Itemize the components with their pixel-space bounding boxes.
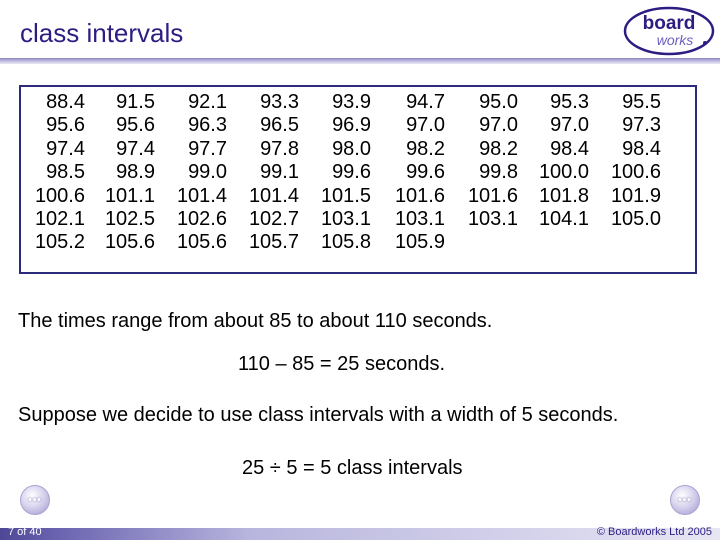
- data-cell: 103.1: [320, 207, 371, 230]
- data-cell: 98.5: [46, 161, 85, 184]
- data-column: 95.3 97.0 98.4 100.0 101.8 104.1: [521, 91, 589, 231]
- data-cell: 98.9: [116, 161, 155, 184]
- data-cell: 105.6: [104, 231, 155, 254]
- data-cell: 93.3: [260, 91, 299, 113]
- data-cell: 98.2: [406, 137, 445, 160]
- data-cell: 101.6: [394, 184, 445, 207]
- data-cell: 95.6: [46, 114, 85, 137]
- data-table: 88.4 95.6 97.4 98.5 100.6 102.1 105.2 91.5 95.6 9…: [19, 85, 697, 274]
- data-cell: 103.1: [394, 207, 445, 230]
- data-column: 95.0 97.0 98.2 99.8 101.6 103.1: [450, 91, 518, 231]
- previous-slide-button[interactable]: •••: [20, 485, 50, 515]
- data-cell: 91.5: [116, 91, 155, 113]
- data-cell: 105.7: [248, 231, 299, 254]
- data-cell: 97.4: [116, 137, 155, 160]
- slide-number: 7 of 40: [8, 526, 42, 538]
- data-cell: 101.5: [320, 184, 371, 207]
- data-cell: 97.3: [622, 114, 661, 137]
- data-cell: 97.0: [479, 114, 518, 137]
- data-cell: 101.1: [104, 184, 155, 207]
- data-cell: 101.4: [248, 184, 299, 207]
- data-cell: 88.4: [46, 91, 85, 113]
- suppose-text: Suppose we decide to use class intervals…: [18, 404, 619, 426]
- data-cell: 103.1: [467, 207, 518, 230]
- data-cell: 105.0: [610, 207, 661, 230]
- data-cell: 95.0: [479, 91, 518, 113]
- data-cell: 99.6: [332, 161, 371, 184]
- data-cell: 105.6: [176, 231, 227, 254]
- data-cell: 105.2: [34, 231, 85, 254]
- data-cell: 98.4: [550, 137, 589, 160]
- data-cell: 105.8: [320, 231, 371, 254]
- data-cell: 94.7: [406, 91, 445, 113]
- data-cell: 101.4: [176, 184, 227, 207]
- data-cell: 96.5: [260, 114, 299, 137]
- data-cell: 97.0: [550, 114, 589, 137]
- data-cell: 95.3: [550, 91, 589, 113]
- data-cell: 98.2: [479, 137, 518, 160]
- division-text: 25 ÷ 5 = 5 class intervals: [242, 457, 463, 479]
- data-cell: 99.0: [188, 161, 227, 184]
- data-cell: 99.1: [260, 161, 299, 184]
- data-cell: 99.8: [479, 161, 518, 184]
- boardworks-logo: board works: [623, 5, 715, 57]
- data-cell: 97.4: [46, 137, 85, 160]
- data-cell: 101.9: [610, 184, 661, 207]
- footer-bar: [0, 528, 720, 540]
- next-slide-button[interactable]: •••: [670, 485, 700, 515]
- range-text: The times range from about 85 to about 1…: [18, 310, 493, 332]
- data-cell: 101.6: [467, 184, 518, 207]
- data-column: 93.3 96.5 97.8 99.1 101.4 102.7 105.7: [231, 91, 299, 255]
- data-cell: 96.9: [332, 114, 371, 137]
- ellipsis-icon: •••: [28, 494, 42, 506]
- header-divider: [0, 58, 720, 64]
- ellipsis-icon: •••: [678, 494, 692, 506]
- data-cell: 92.1: [188, 91, 227, 113]
- page-title: class intervals: [20, 18, 184, 48]
- data-cell: 95.5: [622, 91, 661, 113]
- data-cell: 99.6: [406, 161, 445, 184]
- data-cell: 100.6: [34, 184, 85, 207]
- data-cell: 98.4: [622, 137, 661, 160]
- data-cell: 102.6: [176, 207, 227, 230]
- data-cell: 104.1: [538, 207, 589, 230]
- data-cell: 97.0: [406, 114, 445, 137]
- data-cell: 96.3: [188, 114, 227, 137]
- data-column: 95.5 97.3 98.4 100.6 101.9 105.0: [593, 91, 661, 231]
- data-cell: 102.7: [248, 207, 299, 230]
- data-cell: 100.0: [538, 161, 589, 184]
- data-cell: 101.8: [538, 184, 589, 207]
- data-column: 91.5 95.6 97.4 98.9 101.1 102.5 105.6: [87, 91, 155, 255]
- data-column: 92.1 96.3 97.7 99.0 101.4 102.6 105.6: [159, 91, 227, 255]
- data-column: 93.9 96.9 98.0 99.6 101.5 103.1 105.8: [303, 91, 371, 255]
- data-cell: 105.9: [394, 231, 445, 254]
- data-cell: 95.6: [116, 114, 155, 137]
- copyright-text: © Boardworks Ltd 2005: [596, 526, 712, 538]
- data-cell: 97.7: [188, 137, 227, 160]
- data-column: 94.7 97.0 98.2 99.6 101.6 103.1 105.9: [377, 91, 445, 255]
- data-cell: 102.1: [34, 207, 85, 230]
- logo-word-works: works: [657, 32, 694, 48]
- data-column: 88.4 95.6 97.4 98.5 100.6 102.1 105.2: [17, 91, 85, 255]
- difference-text: 110 – 85 = 25 seconds.: [238, 353, 446, 375]
- data-cell: 93.9: [332, 91, 371, 113]
- data-cell: 100.6: [610, 161, 661, 184]
- data-cell: 98.0: [332, 137, 371, 160]
- data-cell: 97.8: [260, 137, 299, 160]
- logo-word-board: board: [643, 13, 696, 34]
- data-cell: 102.5: [104, 207, 155, 230]
